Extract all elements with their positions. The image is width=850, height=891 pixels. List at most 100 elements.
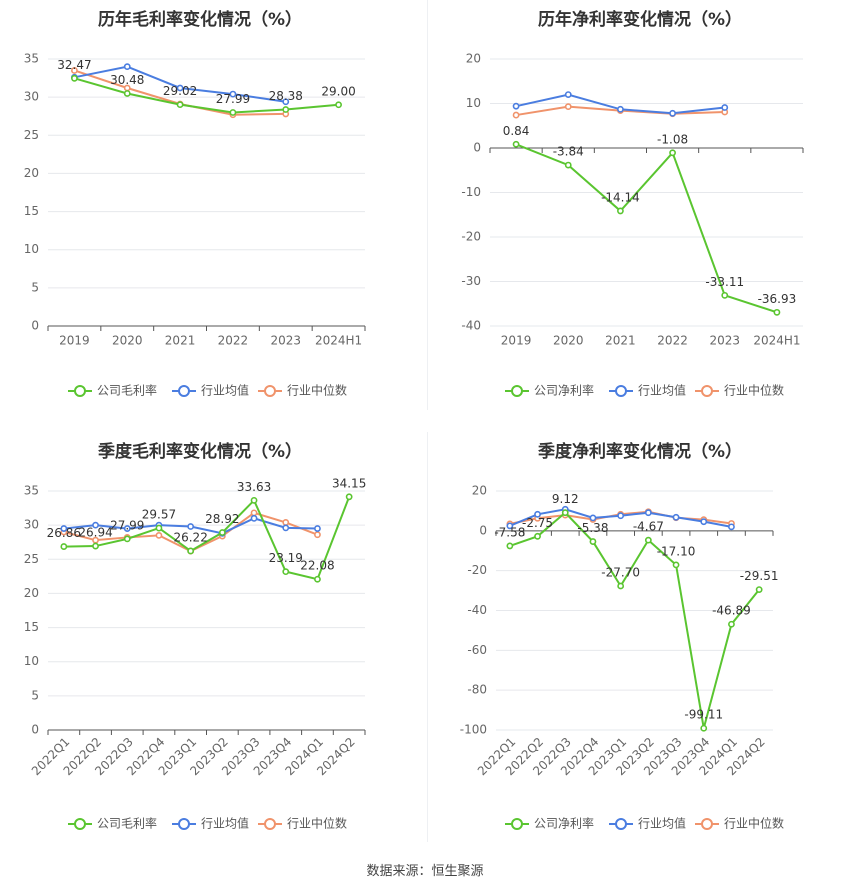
chart-title: 历年净利率变化情况（%） bbox=[538, 9, 742, 30]
legend-label: 行业均值 bbox=[638, 816, 686, 831]
data-label: 28.38 bbox=[269, 89, 303, 103]
company-series-point bbox=[672, 561, 680, 569]
data-label: -5.38 bbox=[577, 521, 608, 535]
data-source-note: 数据来源：恒生聚源 bbox=[366, 864, 484, 879]
industry-average-series-point bbox=[617, 105, 624, 113]
data-label: 9.12 bbox=[552, 492, 579, 506]
x-tick-label: 2023 bbox=[270, 334, 301, 348]
industry-median-series-point bbox=[564, 103, 572, 111]
y-tick-label: 15 bbox=[24, 204, 39, 218]
company-series-point bbox=[669, 149, 676, 157]
chart-title: 季度毛利率变化情况（%） bbox=[98, 441, 302, 462]
data-label: -7.58 bbox=[494, 525, 525, 539]
y-tick-label: 35 bbox=[24, 52, 39, 66]
chart-panel-2: 历年净利率变化情况（%） -40 -30 -20 -10 0 10 20 2019 2020 202… bbox=[461, 9, 804, 398]
legend-swatch-marker bbox=[701, 385, 713, 397]
data-label: 27.99 bbox=[110, 518, 144, 532]
data-label: -4.67 bbox=[633, 520, 664, 534]
x-tick-label: 2020 bbox=[553, 334, 584, 348]
company-series-point bbox=[721, 291, 729, 299]
industry-average-series-point bbox=[589, 514, 597, 522]
company-series-point bbox=[345, 493, 353, 501]
data-label: 23.19 bbox=[269, 551, 303, 565]
legend-label: 行业中位数 bbox=[287, 816, 347, 831]
y-tick-label: 15 bbox=[24, 620, 39, 634]
chart-panel-1: 历年毛利率变化情况（%） 0 5 10 15 20 25 30 35 2019 2020 2021 20… bbox=[24, 9, 366, 398]
company-series-point bbox=[229, 109, 237, 116]
y-tick-label: 20 bbox=[24, 166, 39, 180]
y-tick-label: 10 bbox=[466, 96, 481, 110]
data-label: -99.11 bbox=[684, 708, 723, 722]
company-series-point bbox=[728, 620, 735, 628]
company-series-point bbox=[60, 543, 68, 550]
data-label: 33.63 bbox=[237, 480, 271, 494]
industry-median-series-point bbox=[512, 111, 520, 119]
legend-label: 行业中位数 bbox=[724, 816, 784, 831]
legend-label: 行业均值 bbox=[638, 383, 686, 398]
data-label: 29.00 bbox=[321, 84, 355, 98]
company-series-line bbox=[74, 77, 339, 114]
company-series-line bbox=[515, 143, 778, 314]
y-tick-label: 0 bbox=[31, 319, 39, 333]
industry-average-series-point bbox=[672, 513, 680, 521]
legend-swatch-marker bbox=[178, 818, 190, 830]
y-tick-label: 5 bbox=[31, 280, 39, 294]
data-label: 26.94 bbox=[78, 526, 112, 540]
data-label: 30.48 bbox=[110, 73, 144, 87]
legend-label: 公司毛利率 bbox=[97, 383, 157, 398]
legend-label: 公司毛利率 bbox=[97, 816, 157, 831]
company-series-point bbox=[561, 509, 569, 517]
company-series-point bbox=[92, 542, 99, 550]
y-tick-label: -10 bbox=[461, 185, 481, 199]
data-label: -46.89 bbox=[712, 604, 751, 618]
y-tick-label: 0 bbox=[479, 523, 487, 537]
company-series-point bbox=[512, 140, 520, 148]
x-tick-label: 2022 bbox=[218, 334, 249, 348]
company-series-point bbox=[589, 538, 597, 545]
legend-label: 行业均值 bbox=[201, 383, 249, 398]
x-tick-label: 2024H1 bbox=[753, 334, 800, 348]
chart-title: 历年毛利率变化情况（%） bbox=[98, 9, 302, 30]
industry-average-series-point bbox=[176, 84, 184, 92]
company-series-line bbox=[63, 496, 351, 581]
data-label: 26.86 bbox=[47, 526, 81, 540]
x-tick-label: 2021 bbox=[165, 334, 196, 348]
data-label: -2.75 bbox=[522, 516, 553, 530]
data-label: 27.99 bbox=[216, 92, 250, 106]
data-label: 22.08 bbox=[300, 559, 334, 573]
vertical-divider bbox=[427, 432, 428, 842]
x-tick-label: 2019 bbox=[501, 334, 532, 348]
y-tick-label: 20 bbox=[466, 52, 481, 66]
y-tick-label: -20 bbox=[461, 230, 481, 244]
industry-average-series-point bbox=[282, 524, 290, 532]
company-series-point bbox=[644, 536, 652, 544]
x-tick-label: 2024H1 bbox=[315, 334, 362, 348]
legend-swatch-marker bbox=[74, 818, 86, 830]
industry-average-series-point bbox=[123, 63, 131, 71]
industry-average-series-point bbox=[617, 512, 625, 520]
industry-average-series-point bbox=[92, 521, 99, 529]
y-tick-label: -40 bbox=[467, 603, 487, 617]
y-tick-label: 30 bbox=[24, 90, 39, 104]
y-tick-label: -100 bbox=[460, 723, 487, 737]
legend-swatch-marker bbox=[511, 385, 523, 397]
x-tick-label: 2022 bbox=[657, 334, 688, 348]
company-series-point bbox=[123, 535, 131, 543]
data-label: -1.08 bbox=[657, 132, 688, 146]
company-series-point bbox=[335, 101, 342, 109]
y-tick-label: 25 bbox=[24, 128, 39, 142]
industry-average-series-point bbox=[60, 525, 68, 532]
y-tick-label: 20 bbox=[24, 586, 39, 600]
company-series-point bbox=[564, 161, 572, 169]
industry-median-series-point bbox=[250, 509, 258, 517]
industry-average-series-point bbox=[187, 523, 195, 530]
y-tick-label: 20 bbox=[472, 484, 487, 498]
legend-label: 公司净利率 bbox=[534, 383, 594, 398]
x-tick-label: 2023 bbox=[709, 334, 740, 348]
industry-average-series-point bbox=[123, 525, 131, 532]
company-series-point bbox=[617, 582, 625, 590]
industry-average-series-point bbox=[564, 91, 572, 98]
data-label: -14.14 bbox=[601, 190, 640, 204]
industry-average-series-point bbox=[534, 510, 541, 518]
